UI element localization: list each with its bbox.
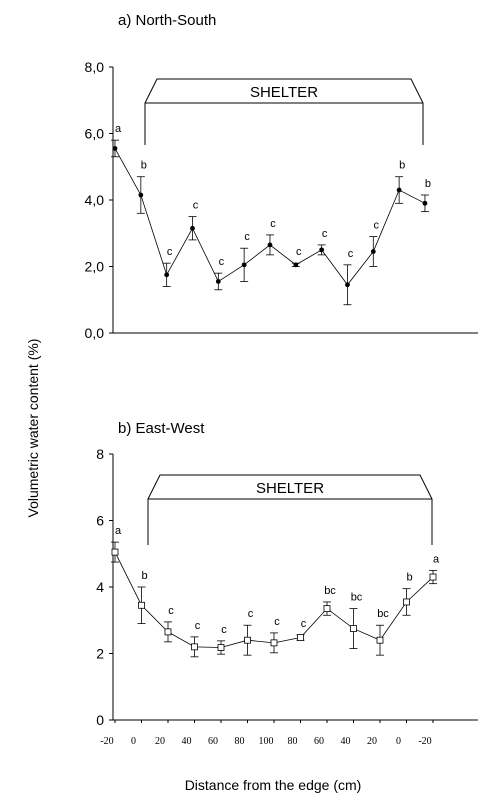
data-point bbox=[138, 601, 145, 609]
x-tick-label: 0 bbox=[131, 736, 136, 747]
data-point bbox=[323, 605, 331, 613]
significance-letter: a bbox=[115, 525, 122, 537]
data-point bbox=[297, 634, 304, 641]
significance-letter: c bbox=[248, 608, 254, 620]
data-point bbox=[396, 187, 402, 193]
data-point bbox=[370, 249, 376, 254]
significance-letter: c bbox=[193, 200, 199, 212]
x-tick-label: 60 bbox=[314, 736, 324, 747]
significance-letter: a bbox=[433, 553, 440, 565]
significance-letter: c bbox=[274, 616, 280, 628]
significance-letter: b bbox=[406, 572, 412, 584]
panel-a-title: a) North-South bbox=[118, 12, 216, 29]
y-tick-label: 2,0 bbox=[85, 259, 105, 275]
significance-letter: bc bbox=[377, 608, 389, 620]
x-tick-label: 0 bbox=[396, 736, 401, 747]
x-tick-label: 60 bbox=[208, 736, 218, 747]
x-tick-label: 20 bbox=[155, 736, 165, 747]
panel-b-title: b) East-West bbox=[118, 420, 205, 437]
significance-letter: b bbox=[141, 570, 147, 582]
data-point bbox=[191, 643, 198, 651]
shelter-bracket bbox=[147, 474, 433, 545]
x-tick-label: 40 bbox=[182, 736, 192, 747]
significance-letter: c bbox=[195, 620, 201, 632]
x-tick-label: 20 bbox=[367, 736, 377, 747]
data-point bbox=[376, 636, 384, 644]
significance-letter: b bbox=[425, 178, 431, 190]
data-point bbox=[403, 598, 410, 606]
y-tick-label: 0,0 bbox=[85, 325, 105, 341]
significance-letter: c bbox=[301, 618, 307, 630]
significance-letter: bc bbox=[351, 592, 363, 604]
data-point bbox=[215, 279, 221, 284]
series-line bbox=[114, 148, 426, 286]
panel-east-west: b) East-West 0 2 4 6 8 -20 0 20 40 60 80 100 80 60 40 2… bbox=[96, 420, 478, 747]
data-point bbox=[111, 548, 119, 556]
data-point bbox=[267, 242, 273, 248]
significance-letter: c bbox=[296, 246, 302, 258]
significance-letter: c bbox=[244, 231, 250, 243]
x-tick-label: -20 bbox=[418, 736, 431, 747]
y-tick-label: 8 bbox=[96, 446, 104, 462]
panel-north-south: a) North-South 0,0 2,0 4,0 6,0 8,0 SHELTER a b c… bbox=[85, 12, 478, 341]
x-axis-label: Distance from the edge (cm) bbox=[185, 777, 362, 793]
y-tick-label: 6,0 bbox=[85, 126, 105, 142]
x-tick-label: 100 bbox=[259, 736, 274, 747]
significance-letter: c bbox=[348, 248, 354, 260]
shelter-label: SHELTER bbox=[256, 480, 324, 497]
y-tick-label: 6 bbox=[96, 513, 104, 529]
x-tick-label: 40 bbox=[341, 736, 351, 747]
y-tick-label: 8,0 bbox=[85, 59, 105, 75]
y-tick-label: 0 bbox=[96, 712, 104, 728]
shelter-label: SHELTER bbox=[250, 84, 318, 101]
x-tick-label: -20 bbox=[100, 736, 113, 747]
data-point bbox=[422, 200, 428, 206]
data-point bbox=[164, 628, 172, 636]
data-point bbox=[190, 225, 195, 231]
x-tick-label: 80 bbox=[288, 736, 298, 747]
data-point bbox=[293, 262, 299, 268]
data-point bbox=[217, 644, 225, 651]
data-point bbox=[429, 573, 437, 581]
shelter-bracket bbox=[144, 78, 424, 145]
data-point bbox=[244, 636, 251, 644]
y-tick-label: 4 bbox=[96, 579, 104, 595]
significance-letter: c bbox=[221, 624, 227, 636]
significance-letter: c bbox=[374, 220, 380, 232]
x-tick-label: 80 bbox=[235, 736, 245, 747]
significance-letter: a bbox=[115, 123, 122, 135]
significance-letter: bc bbox=[324, 585, 336, 597]
data-point bbox=[270, 639, 278, 647]
data-point bbox=[241, 262, 247, 268]
significance-letter: b bbox=[141, 160, 147, 172]
data-point bbox=[164, 272, 170, 278]
data-point bbox=[345, 282, 350, 288]
significance-letter: c bbox=[168, 605, 174, 617]
y-tick-label: 2 bbox=[96, 646, 104, 662]
significance-letter: b bbox=[399, 160, 405, 172]
significance-letter: c bbox=[270, 218, 276, 230]
data-point bbox=[138, 192, 144, 198]
data-point bbox=[350, 625, 357, 632]
y-axis-label: Volumetric water content (%) bbox=[25, 339, 41, 518]
significance-letter: c bbox=[167, 246, 173, 258]
significance-letter: c bbox=[219, 256, 225, 268]
significance-letter: c bbox=[322, 228, 328, 240]
data-point bbox=[112, 146, 118, 151]
y-tick-label: 4,0 bbox=[85, 192, 105, 208]
data-point bbox=[319, 247, 325, 253]
